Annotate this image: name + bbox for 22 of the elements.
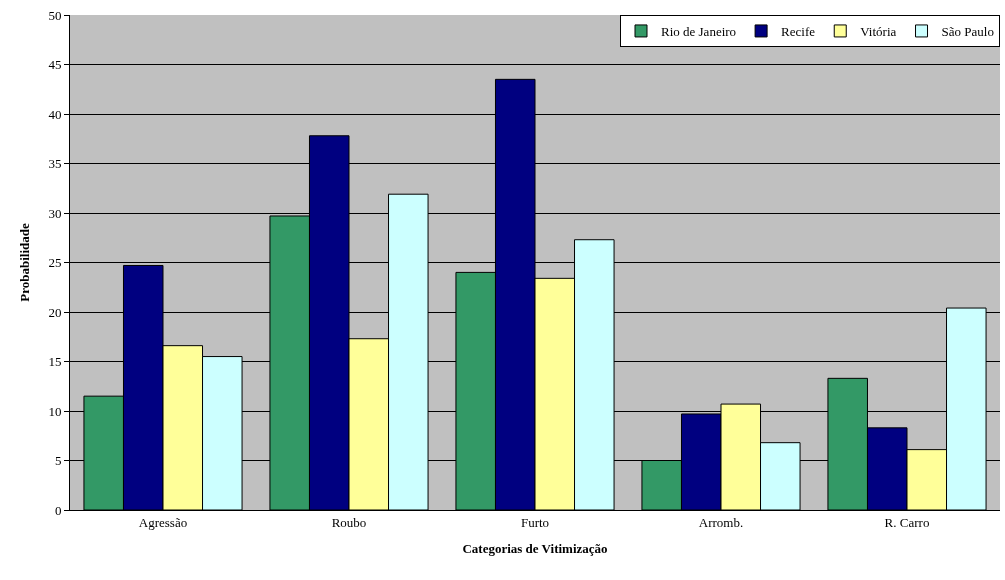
x-axis-title: Categorias de Vitimização <box>462 541 608 557</box>
legend-label: Vitória <box>860 24 897 40</box>
y-tick-label: 35 <box>48 156 62 172</box>
y-tick-label: 25 <box>48 255 62 271</box>
x-tick-label: Agressão <box>138 514 188 530</box>
y-tick-label: 5 <box>54 453 62 469</box>
y-tick-label: 15 <box>48 354 62 370</box>
y-tick-label: 30 <box>48 205 62 221</box>
x-tick-label: Roubo <box>331 514 367 530</box>
y-tick-label: 45 <box>48 57 62 73</box>
x-tick-label: Arromb. <box>698 514 744 530</box>
y-tick-label: 50 <box>48 7 62 23</box>
x-tick-label: R. Carro <box>884 514 930 530</box>
legend-label: São Paulo <box>941 24 994 40</box>
x-tick-label: Furto <box>520 514 550 530</box>
legend-label: Rio de Janeiro <box>661 24 737 40</box>
y-tick-label: 20 <box>48 304 62 320</box>
y-tick-label: 10 <box>48 403 62 419</box>
legend-label: Recife <box>781 24 816 40</box>
y-tick-label: 0 <box>54 502 62 518</box>
y-tick-label: 40 <box>48 106 62 122</box>
y-axis-title: Probabilidade <box>17 223 33 302</box>
